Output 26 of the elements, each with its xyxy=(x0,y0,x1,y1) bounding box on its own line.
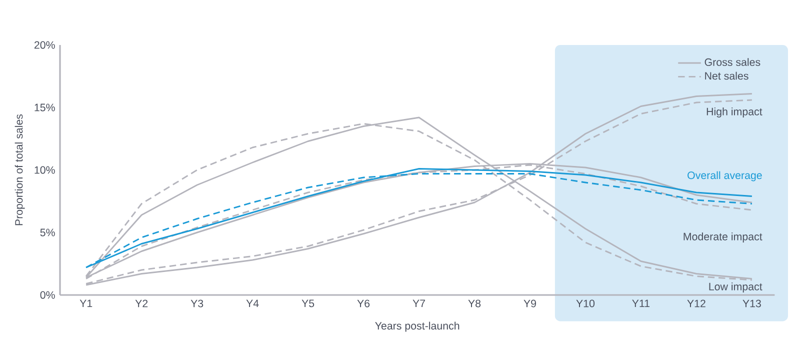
y-tick-label: 10% xyxy=(34,166,55,174)
x-tick-label: Y13 xyxy=(742,300,761,308)
x-axis-title: Years post-launch xyxy=(375,322,460,332)
y-tick-label: 5% xyxy=(40,228,55,236)
x-tick-label: Y9 xyxy=(524,300,536,308)
x-tick-label: Y5 xyxy=(302,300,314,308)
legend-label: Gross sales xyxy=(704,58,760,66)
annotation: Overall average xyxy=(688,171,762,182)
annotation: High impact xyxy=(706,108,762,118)
x-tick-label: Y6 xyxy=(357,300,370,308)
x-tick-label: Y7 xyxy=(412,300,425,308)
x-tick-label: Y4 xyxy=(246,300,259,308)
x-tick-label: Y2 xyxy=(135,300,148,308)
x-tick-label: Y12 xyxy=(687,300,706,308)
x-tick-label: Y8 xyxy=(468,300,481,308)
y-tick-label: 15% xyxy=(34,104,55,112)
annotation: Low impact xyxy=(709,282,762,292)
x-tick-label: Y3 xyxy=(190,300,204,308)
annotation: Moderate impact xyxy=(684,232,762,242)
legend-label: Net sales xyxy=(705,72,748,80)
y-tick-label: 20% xyxy=(34,41,55,49)
y-tick-label: 0% xyxy=(40,291,55,299)
y-axis-title: Proportion of total sales xyxy=(14,114,25,226)
x-tick-label: Y11 xyxy=(632,300,650,308)
x-tick-label: Y1 xyxy=(80,300,92,308)
x-tick-label: Y10 xyxy=(576,300,595,308)
